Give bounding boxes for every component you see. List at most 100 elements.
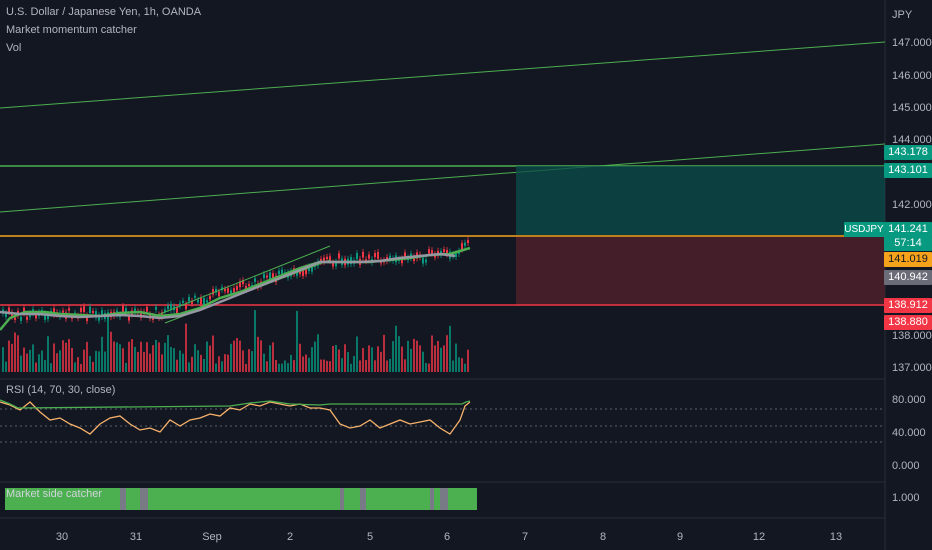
volume-bar xyxy=(221,361,223,372)
volume-bar xyxy=(362,347,364,372)
volume-bar xyxy=(317,334,319,372)
volume-bar xyxy=(395,325,397,372)
lower-trendline[interactable] xyxy=(0,143,886,213)
volume-bar xyxy=(68,339,70,372)
volume-bar xyxy=(128,341,130,372)
volume-bar xyxy=(83,349,85,372)
volume-bar xyxy=(302,356,304,372)
volume-bar xyxy=(212,335,214,372)
volume-bar xyxy=(296,310,298,372)
volume-bar xyxy=(92,361,94,372)
volume-bar xyxy=(425,362,427,372)
volume-bar xyxy=(449,325,451,372)
volume-bar xyxy=(20,355,22,372)
volume-bar xyxy=(176,359,178,372)
volume-bar xyxy=(326,360,328,372)
volume-bar xyxy=(266,361,268,372)
volume-bar xyxy=(299,343,301,372)
volume-bar xyxy=(263,353,265,372)
volume-bar xyxy=(206,341,208,372)
time-axis-label: 31 xyxy=(129,531,143,543)
upper-trendline[interactable] xyxy=(0,41,886,109)
price-axis-label: 142.000 xyxy=(892,199,932,211)
rsi-axis-label: 80.000 xyxy=(892,394,926,406)
volume-bar xyxy=(188,362,190,372)
volume-bar xyxy=(197,350,199,372)
volume-bar xyxy=(413,338,415,372)
volume-bar xyxy=(191,356,193,372)
volume-bar xyxy=(89,355,91,372)
volume-bar xyxy=(257,336,259,372)
volume-bar xyxy=(251,351,253,372)
volume-bar xyxy=(230,343,232,372)
volume-bar xyxy=(329,361,331,372)
volume-bar xyxy=(182,353,184,372)
indicator-title-vol[interactable]: Vol xyxy=(6,42,22,54)
volume-bar xyxy=(77,357,79,372)
symbol-title[interactable]: U.S. Dollar / Japanese Yen, 1h, OANDA xyxy=(6,6,202,18)
volume-bar xyxy=(464,363,466,372)
loss-zone[interactable] xyxy=(516,237,885,305)
volume-bar xyxy=(8,340,10,372)
volume-bar xyxy=(248,349,250,372)
volume-bar xyxy=(461,358,463,372)
volume-bar xyxy=(371,347,373,372)
time-axis-label: 8 xyxy=(599,531,607,543)
volume-bar xyxy=(278,363,280,372)
volume-bar xyxy=(281,363,283,372)
volume-bar xyxy=(341,358,343,372)
volume-bar xyxy=(386,360,388,372)
time-axis-label: 13 xyxy=(829,531,843,543)
volume-bar xyxy=(287,363,289,372)
volume-bar xyxy=(71,347,73,372)
volume-bar xyxy=(320,359,322,372)
volume-bar xyxy=(134,346,136,372)
rsi-overbought xyxy=(0,399,471,409)
volume-bar xyxy=(227,354,229,372)
ma-gray-line xyxy=(0,252,456,320)
volume-bar xyxy=(170,346,172,372)
volume-bar xyxy=(32,344,34,372)
volume-bar xyxy=(467,349,469,372)
price-axis-label: 146.000 xyxy=(892,70,932,82)
volume-bar xyxy=(422,351,424,372)
volume-bar xyxy=(119,344,121,372)
indicator-title-momentum[interactable]: Market momentum catcher xyxy=(6,24,137,36)
volume-bar xyxy=(452,360,454,372)
volume-bar xyxy=(458,357,460,372)
price-axis-label: 147.000 xyxy=(892,37,932,49)
volume-bar xyxy=(140,341,142,372)
volume-bar xyxy=(146,342,148,372)
volume-bar xyxy=(110,331,112,372)
price-axis-label: 145.000 xyxy=(892,102,932,114)
volume-bar xyxy=(284,360,286,372)
volume-bar xyxy=(53,343,55,372)
time-axis-label: 9 xyxy=(676,531,684,543)
volume-bar xyxy=(17,335,19,372)
volume-bar xyxy=(377,346,379,372)
rsi-title[interactable]: RSI (14, 70, 30, close) xyxy=(6,384,116,396)
volume-bar xyxy=(155,339,157,372)
volume-bar xyxy=(47,336,49,372)
volume-bar xyxy=(50,363,52,372)
time-axis-label: 5 xyxy=(366,531,374,543)
price-axis-label: 137.000 xyxy=(892,362,932,374)
side-catcher-axis-label: 1.000 xyxy=(892,492,920,504)
volume-bar xyxy=(14,332,16,372)
time-axis-label: Sep xyxy=(202,531,222,543)
volume-bar xyxy=(242,350,244,372)
channel-line-upper xyxy=(149,245,331,319)
volume-bar xyxy=(314,341,316,372)
volume-bar xyxy=(374,360,376,372)
side-catcher-title[interactable]: Market side catcher xyxy=(6,488,102,500)
volume-bar xyxy=(368,345,370,372)
volume-bar xyxy=(38,354,40,372)
profit-zone[interactable] xyxy=(516,166,885,235)
volume-bar xyxy=(104,351,106,372)
volume-bar xyxy=(59,350,61,372)
volume-bar xyxy=(407,340,409,372)
volume-bar xyxy=(41,350,43,372)
volume-bar xyxy=(335,345,337,372)
volume-bar xyxy=(356,336,358,372)
